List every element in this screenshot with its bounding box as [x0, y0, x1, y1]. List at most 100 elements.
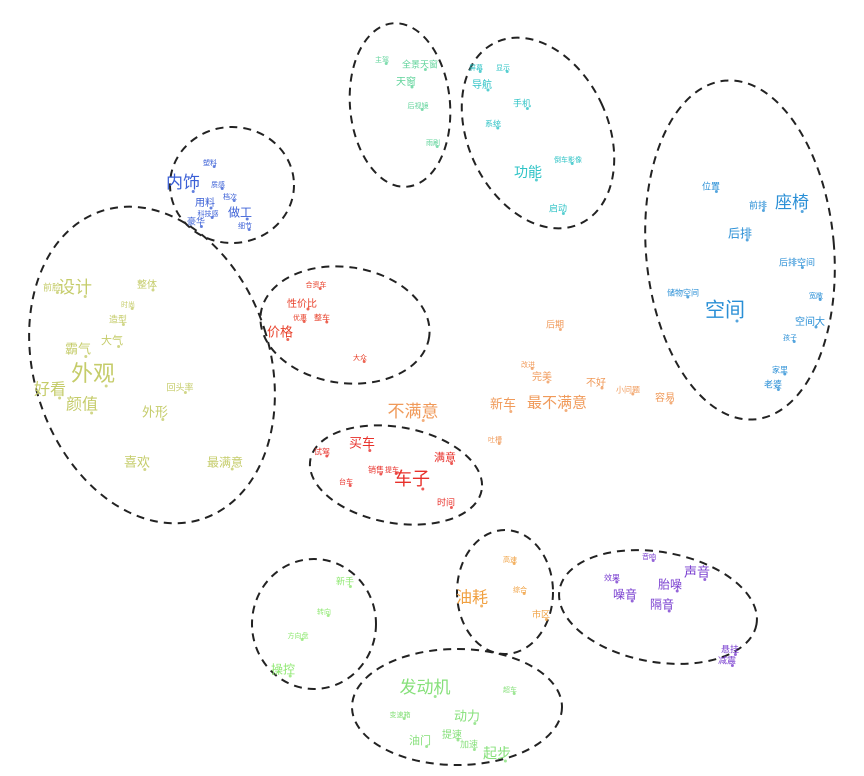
word-label: 变速箱: [390, 710, 411, 719]
word-label: 显示: [496, 64, 510, 72]
word-dot: [730, 664, 734, 667]
word-label: 科技感: [198, 209, 219, 218]
word-label: 时尚: [121, 300, 135, 309]
word-dot: [503, 759, 507, 763]
cluster-outline: [644, 79, 836, 421]
word-dot: [212, 165, 216, 168]
word-dot: [478, 70, 482, 73]
word-dot: [433, 695, 437, 698]
word-dot: [230, 467, 234, 471]
word-dot: [600, 386, 604, 390]
word-dot: [473, 722, 477, 725]
word-dot: [631, 392, 635, 396]
word-dot: [90, 411, 94, 415]
word-label: 做工: [228, 205, 252, 220]
word-label: 合资车: [306, 280, 327, 289]
word-label: 内饰: [166, 173, 200, 193]
word-label: 综合: [513, 585, 527, 594]
word-label: 满意: [434, 450, 456, 464]
word-label: 性价比: [287, 297, 317, 310]
word-dot: [143, 468, 147, 471]
word-label: 空间: [705, 298, 745, 322]
word-dot: [686, 295, 690, 299]
cluster-outline: [259, 265, 431, 385]
word-label: 孩子: [783, 333, 797, 342]
word-label: 时间: [437, 497, 455, 509]
word-label: 效果: [604, 573, 620, 583]
word-dot: [435, 145, 439, 148]
word-dot: [512, 562, 516, 565]
word-label: 隔音: [650, 597, 674, 612]
word-label: 整体: [137, 278, 157, 291]
word-dot: [615, 580, 619, 584]
word-label: 超车: [503, 685, 517, 694]
word-dot: [209, 206, 213, 210]
word-label: 市区: [532, 609, 550, 621]
word-label: 主驾: [375, 55, 389, 64]
word-dot: [410, 85, 414, 89]
word-label: 宽敞: [809, 291, 823, 300]
word-label: 新车: [490, 397, 516, 413]
word-dot: [84, 355, 88, 358]
word-dot: [425, 745, 429, 748]
word-label: 后排: [728, 227, 752, 241]
word-label: 档次: [223, 192, 237, 201]
word-dot: [630, 599, 634, 603]
word-label: 提速: [442, 729, 462, 741]
word-label: 屏幕: [469, 63, 483, 72]
word-label: 外观: [71, 362, 115, 387]
word-label: 减震: [718, 655, 736, 667]
cluster-outline: [348, 22, 452, 188]
word-dot: [509, 410, 513, 413]
word-dot: [522, 592, 526, 595]
word-label: 后期: [546, 320, 564, 331]
word-dot: [362, 360, 366, 363]
word-dot: [525, 107, 529, 110]
word-dot: [512, 692, 516, 695]
word-dot: [302, 320, 306, 323]
word-dot: [546, 380, 550, 384]
word-label: 喜欢: [124, 456, 150, 471]
word-dot: [570, 162, 574, 165]
word-dot: [669, 401, 673, 405]
word-dot: [486, 88, 490, 92]
word-label: 最不满意: [527, 394, 587, 412]
word-dot: [505, 70, 509, 73]
word-dot: [318, 287, 322, 290]
word-dot: [558, 328, 562, 331]
word-label: 声音: [684, 565, 710, 581]
word-dot: [449, 506, 453, 509]
word-dot: [245, 217, 249, 221]
word-dot: [735, 319, 739, 323]
word-dot: [480, 604, 484, 608]
word-dot: [450, 462, 454, 465]
word-label: 座椅: [775, 193, 809, 213]
cluster-outline: [351, 648, 563, 766]
word-dot: [121, 323, 125, 326]
word-dot: [288, 674, 292, 678]
word-label: 整车: [314, 313, 330, 323]
word-label: 雨刷: [426, 139, 440, 147]
word-label: 前排: [749, 200, 767, 212]
word-dot: [761, 209, 765, 212]
word-dot: [800, 210, 804, 213]
word-label: 发动机: [400, 678, 451, 698]
word-dot: [58, 396, 62, 400]
word-dot: [745, 238, 749, 242]
word-dot: [530, 367, 534, 370]
word-dot: [199, 225, 203, 228]
word-label: 转向: [317, 607, 331, 616]
word-label: 外形: [142, 406, 168, 421]
word-label: 启动: [549, 203, 567, 215]
cluster-outline: [558, 549, 758, 665]
word-label: 大气: [101, 333, 123, 347]
word-dot: [564, 409, 568, 412]
word-label: 后视镜: [408, 101, 429, 110]
word-dot: [348, 484, 352, 487]
word-dot: [183, 391, 187, 394]
word-dot: [384, 62, 388, 65]
word-label: 动力: [454, 710, 480, 725]
word-dot: [561, 212, 565, 215]
word-label: 改进: [521, 360, 535, 369]
